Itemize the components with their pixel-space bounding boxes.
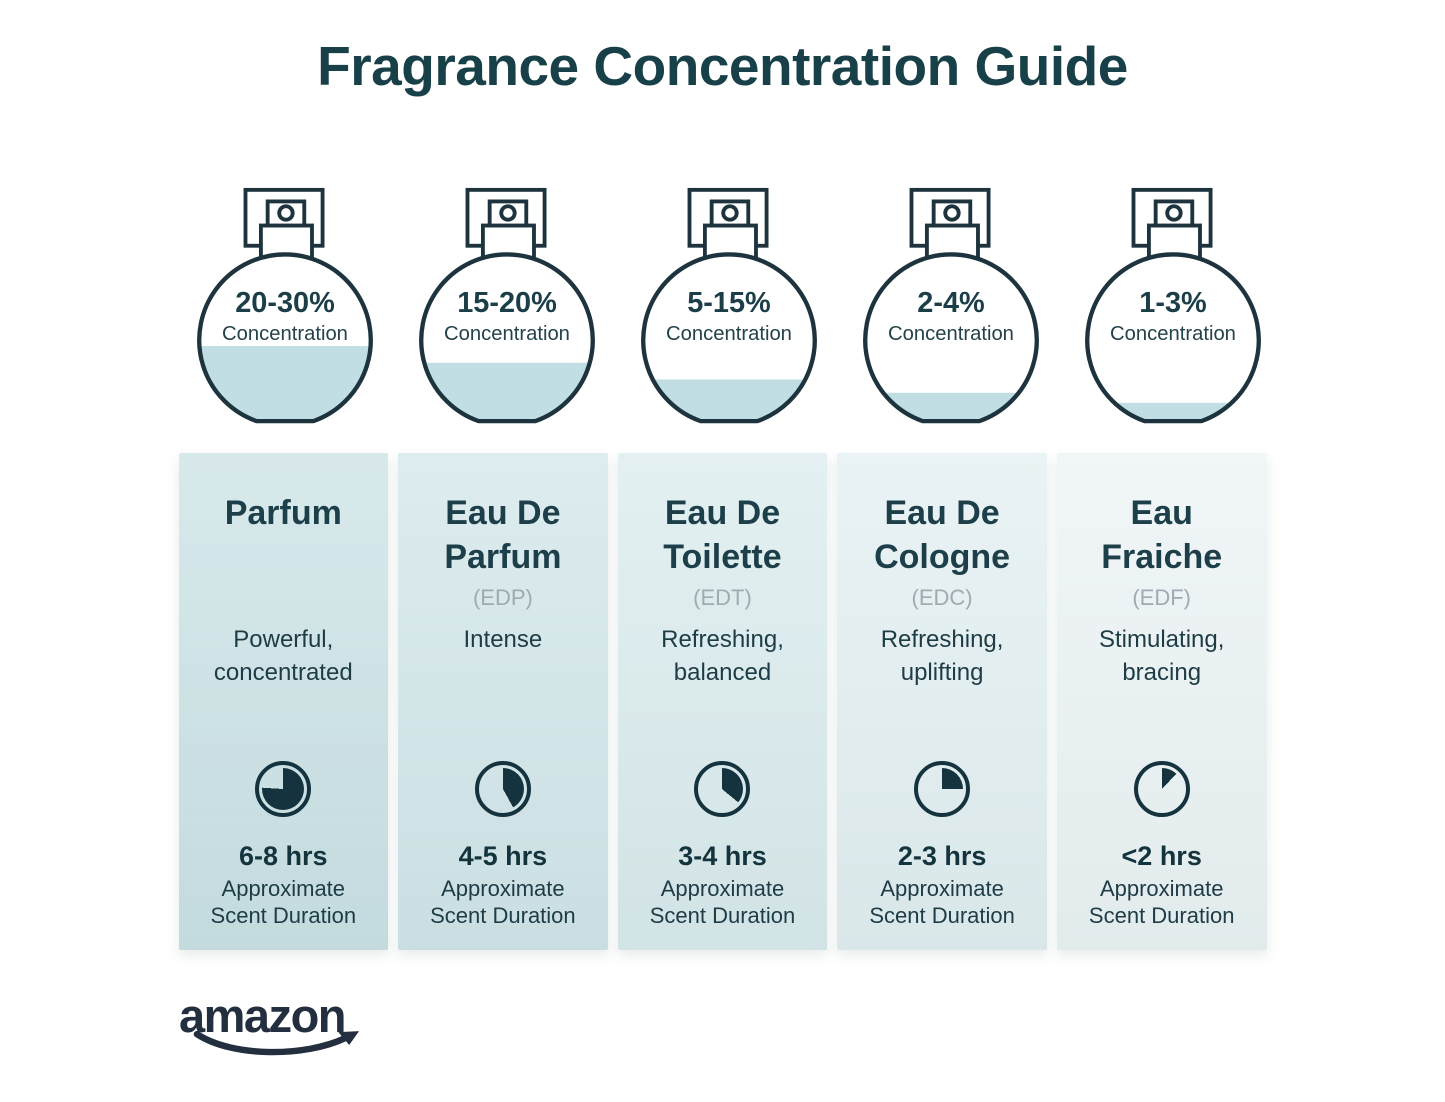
scent-duration-label: Approximate Scent Duration xyxy=(430,876,576,928)
fragrance-name: Eau De Toilette xyxy=(663,494,782,576)
amazon-logo-text: amazon xyxy=(179,989,347,1042)
concentration-percent: 1-3% xyxy=(1139,287,1206,319)
amazon-smile-icon xyxy=(193,1030,360,1056)
perfume-bottle-icon: 20-30% Concentration xyxy=(196,187,373,424)
concentration-percent: 5-15% xyxy=(687,287,771,319)
scent-duration-hours: 4-5 hrs xyxy=(458,841,548,871)
concentration-label: Concentration xyxy=(222,323,348,345)
fragrance-abbreviation: (EDF) xyxy=(1132,585,1192,610)
bottle-cell-eau-de-cologne: 2-4% Concentration xyxy=(845,186,1057,425)
clock-icon xyxy=(1133,761,1190,817)
concentration-label: Concentration xyxy=(1110,323,1236,345)
bottle-cell-eau-de-toilette: 5-15% Concentration xyxy=(623,186,835,425)
fragrance-abbreviation: (EDP) xyxy=(472,585,533,610)
concentration-label: Concentration xyxy=(444,323,570,345)
perfume-bottle-icon: 5-15% Concentration xyxy=(640,187,817,424)
fragrance-description: Stimulating, bracing xyxy=(1099,626,1225,686)
fragrance-abbreviation: (EDT) xyxy=(693,585,752,610)
concentration-percent: 2-4% xyxy=(917,287,984,319)
perfume-bottle-icon: 2-4% Concentration xyxy=(862,187,1039,424)
fragrance-name: Eau De Parfum xyxy=(444,494,562,576)
fragrance-description: Powerful, concentrated xyxy=(213,626,353,686)
amazon-logo: amazon xyxy=(179,992,389,1062)
fragrance-name: Eau De Cologne xyxy=(874,494,1011,576)
scent-duration-label: Approximate Scent Duration xyxy=(649,876,796,928)
liquid-fill xyxy=(642,379,815,422)
fragrance-column-eau-de-cologne: Eau De Cologne (EDC) Refreshing, uplifting… xyxy=(837,453,1047,950)
fragrance-description: Refreshing, uplifting xyxy=(880,626,1004,686)
concentration-percent: 20-30% xyxy=(235,287,335,319)
nozzle-icon xyxy=(1164,204,1183,222)
bottle-cell-eau-fraiche: 1-3% Concentration xyxy=(1067,186,1279,425)
fragrance-description: Refreshing, balanced xyxy=(661,626,784,686)
fragrance-column-eau-de-toilette: Eau De Toilette (EDT) Refreshing, balanced… xyxy=(617,453,828,950)
perfume-bottle-icon: 15-20% Concentration xyxy=(418,187,595,424)
fragrance-column-parfum: Parfum Powerful, concentrated 6-8 hrs App… xyxy=(178,453,389,950)
nozzle-icon xyxy=(720,204,739,222)
scent-duration-hours: 6-8 hrs xyxy=(239,841,328,871)
bottles-row: 20-30% Concentration 15-20% Concentratio… xyxy=(179,186,1267,425)
fragrance-name: Parfum xyxy=(224,494,342,532)
fragrance-name: Eau Fraiche xyxy=(1101,494,1223,576)
liquid-fill xyxy=(198,346,371,422)
scent-duration-label: Approximate Scent Duration xyxy=(210,876,357,928)
fragrance-abbreviation xyxy=(179,579,389,623)
scent-duration-label: Approximate Scent Duration xyxy=(869,876,1015,928)
clock-icon xyxy=(255,761,312,817)
nozzle-icon xyxy=(942,204,961,222)
fragrance-abbreviation: (EDC) xyxy=(911,585,973,610)
nozzle-icon xyxy=(276,204,295,222)
scent-duration-hours: 3-4 hrs xyxy=(678,841,767,871)
fragrance-description: Intense xyxy=(463,626,543,653)
bottle-cell-eau-de-parfum: 15-20% Concentration xyxy=(401,186,613,425)
scent-duration-label: Approximate Scent Duration xyxy=(1088,876,1235,928)
columns-row: Parfum Powerful, concentrated 6-8 hrs App… xyxy=(178,453,1267,950)
scent-duration-hours: <2 hrs xyxy=(1121,841,1202,871)
concentration-label: Concentration xyxy=(666,323,792,345)
fragrance-column-eau-fraiche: Eau Fraiche (EDF) Stimulating, bracing <2 … xyxy=(1056,453,1267,950)
perfume-bottle-icon: 1-3% Concentration xyxy=(1084,187,1261,424)
nozzle-icon xyxy=(498,204,517,222)
fragrance-column-eau-de-parfum: Eau De Parfum (EDP) Intense 4-5 hrs Appro… xyxy=(398,453,608,950)
clock-icon xyxy=(914,761,971,817)
concentration-label: Concentration xyxy=(888,323,1014,345)
bottle-cell-parfum: 20-30% Concentration xyxy=(179,186,391,425)
scent-duration-hours: 2-3 hrs xyxy=(897,841,987,871)
page-title: Fragrance Concentration Guide xyxy=(317,35,1128,97)
clock-icon xyxy=(474,761,531,817)
concentration-percent: 15-20% xyxy=(457,287,557,319)
clock-icon xyxy=(694,761,751,817)
